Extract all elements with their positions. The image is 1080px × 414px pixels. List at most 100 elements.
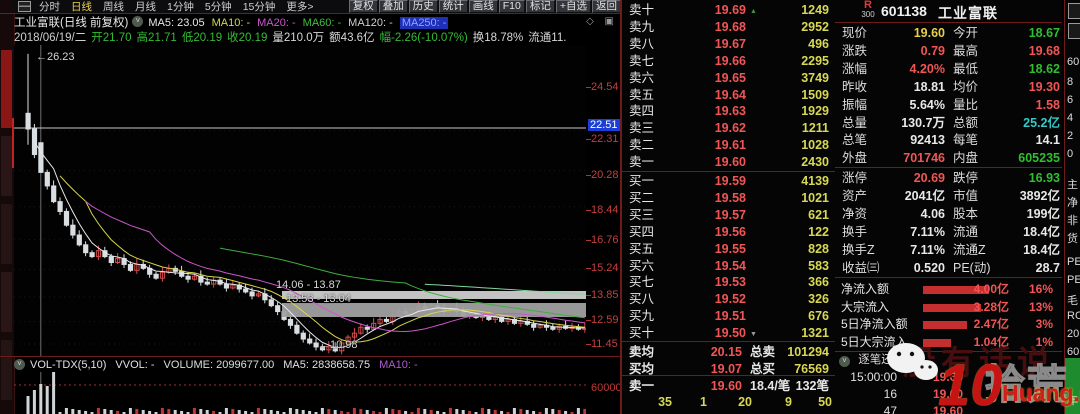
toolbar-button-2[interactable]: 叠加 xyxy=(378,0,408,13)
axis-label: 18.44 xyxy=(591,204,619,216)
tab-period-7[interactable]: 15分钟 xyxy=(242,1,276,13)
stat-label: 收益㈢ xyxy=(842,260,880,275)
stat-value: 1.58 xyxy=(1035,97,1060,112)
tab-period-4[interactable]: 月线 xyxy=(135,1,156,13)
bid-row-买十[interactable]: 买十 19.50 1321 ▼ xyxy=(622,325,835,342)
strip-tab[interactable] xyxy=(1,136,12,196)
bid-row-买八[interactable]: 买八 19.52 326 xyxy=(622,291,835,308)
axis-label: 15.24 xyxy=(591,262,619,274)
ask-row-卖十[interactable]: 卖十 19.69 1249 ▲ xyxy=(622,2,835,19)
sliver-label-12: PE xyxy=(1067,274,1080,286)
bid-row-买三[interactable]: 买三 19.57 621 xyxy=(622,207,835,224)
axis-tick xyxy=(586,268,591,269)
stat-value: 25.2亿 xyxy=(1023,115,1060,130)
stat-label: 今开 xyxy=(953,26,979,40)
axis-tick xyxy=(586,175,591,176)
stat-value: 199亿 xyxy=(1026,206,1060,221)
toolbar-button-7[interactable]: 标记 xyxy=(525,0,555,13)
sliver-button[interactable] xyxy=(1068,23,1080,39)
toolbar-button-6[interactable]: F10 xyxy=(498,0,525,13)
tick-list-header[interactable]: ˅ 逐笔还原 xyxy=(835,353,1062,368)
volume-header-seg-2: VVOL: - xyxy=(115,359,155,371)
bid-row-买六[interactable]: 买六 19.54 583 xyxy=(622,258,835,275)
toolbar-button-4[interactable]: 统计 xyxy=(438,0,468,13)
book-summary-row-2: 买均 19.07 总买 76569 xyxy=(622,361,835,378)
book-summary-divider xyxy=(622,341,835,342)
book-mid-divider xyxy=(622,171,835,172)
ask-row-卖九[interactable]: 卖九 19.68 2952 xyxy=(622,19,835,36)
bid-row-买四[interactable]: 买四 19.56 122 xyxy=(622,224,835,241)
toolbar-button-1[interactable]: 复权 xyxy=(348,0,378,13)
level-volume: 1321 xyxy=(801,326,829,341)
ask-row-卖二[interactable]: 卖二 19.61 1028 xyxy=(622,137,835,154)
ohlc-seg-5: 收20.19 xyxy=(227,32,268,43)
chart-header-icons[interactable]: ◇ ▣ xyxy=(586,16,618,27)
sliver-button[interactable] xyxy=(1068,3,1080,19)
chevron-down-icon[interactable]: ˅ xyxy=(14,358,25,370)
sliver-label-16: 60 xyxy=(1067,346,1080,358)
quote-row-净资: 净资 4.06 股本 199亿 xyxy=(835,205,1062,223)
strip-tab-active[interactable] xyxy=(1,50,12,128)
summary-label: 买均 xyxy=(629,362,655,376)
toolbar-button-3[interactable]: 历史 xyxy=(408,0,438,13)
level-label: 买四 xyxy=(629,224,655,239)
stat-label: 涨跌 xyxy=(842,43,868,58)
tab-period-2[interactable]: 日线 xyxy=(71,1,92,13)
ask-row-卖七[interactable]: 卖七 19.66 2295 xyxy=(622,53,835,70)
bid-row-买一[interactable]: 买一 19.59 4139 xyxy=(622,173,835,190)
ma-indicator-labels: MA5: 23.05 MA10: - MA20: - MA60: - MA120: - M… xyxy=(148,15,455,29)
bid-row-买七[interactable]: 买七 19.53 366 xyxy=(622,274,835,291)
tab-period-8[interactable]: 更多> xyxy=(286,1,314,13)
collapse-mark[interactable]: ▲ xyxy=(750,8,757,15)
stat-label: 换手 xyxy=(842,224,868,239)
quote-row-总笔: 总笔 92413 每笔 14.1 xyxy=(835,131,1062,149)
fund-flow-row-2: 大宗流入 3.28亿 13% xyxy=(835,299,1062,316)
chevron-down-icon[interactable]: ˅ xyxy=(839,356,850,367)
quote-panel: R 300 601138 工业富联 现价 19.60 今开 18.67 涨跌 0.79 最高… xyxy=(835,0,1062,414)
level-label: 卖二 xyxy=(629,138,655,153)
tab-period-5[interactable]: 1分钟 xyxy=(167,1,194,13)
strip-tab[interactable] xyxy=(1,272,12,332)
left-tool-strip[interactable] xyxy=(0,0,15,414)
ask-row-卖一[interactable]: 卖一 19.60 2430 xyxy=(622,154,835,171)
tab-period-3[interactable]: 周线 xyxy=(103,1,124,13)
badge-300: 300 xyxy=(861,10,875,19)
axis-label: 11.45 xyxy=(591,338,618,350)
stat-label: 最低 xyxy=(953,61,979,76)
level-price: 19.67 xyxy=(714,36,746,51)
collapse-mark[interactable]: ▼ xyxy=(750,331,757,339)
volume-chart[interactable] xyxy=(14,372,586,414)
stat-value: 4.20% xyxy=(909,61,945,76)
bid-row-买五[interactable]: 买五 19.55 828 xyxy=(622,241,835,258)
ask-row-卖四[interactable]: 卖四 19.63 1929 xyxy=(622,103,835,120)
quote-header[interactable]: R 300 601138 工业富联 xyxy=(835,0,1062,22)
strip-tab[interactable] xyxy=(1,340,12,400)
toolbar-button-9[interactable]: 返回 xyxy=(592,0,621,13)
bid-row-买九[interactable]: 买九 19.51 676 xyxy=(622,308,835,325)
level-price: 19.68 xyxy=(714,19,746,34)
volume-canvas[interactable] xyxy=(14,372,586,414)
strip-tab[interactable] xyxy=(1,204,12,264)
ask-row-卖三[interactable]: 卖三 19.62 1211 xyxy=(622,120,835,137)
sliver-label-10: 货 xyxy=(1067,233,1078,245)
flow-value: 1.04亿 xyxy=(973,334,1009,349)
footer-number-3: 20 xyxy=(738,395,752,409)
window-list-icon[interactable] xyxy=(18,1,31,12)
tab-period-1[interactable]: 分时 xyxy=(39,1,60,13)
level-volume: 496 xyxy=(808,36,829,51)
chart-canvas[interactable] xyxy=(14,45,586,356)
candlestick-chart[interactable]: ←26.23 14.06 - 13.87 13.53 - 13.04 ←10.98 xyxy=(14,45,586,356)
bid-row-买二[interactable]: 买二 19.58 1021 xyxy=(622,190,835,207)
ask-row-卖六[interactable]: 卖六 19.65 3749 xyxy=(622,70,835,87)
ask-row-卖五[interactable]: 卖五 19.64 1509 xyxy=(622,87,835,104)
ohlc-seg-3: 高21.71 xyxy=(136,32,177,43)
chevron-down-icon[interactable]: ˅ xyxy=(132,16,144,27)
toolbar-button-5[interactable]: 画线 xyxy=(468,0,498,13)
toolbar-button-8[interactable]: +自选 xyxy=(555,0,591,13)
summary-value: 76569 xyxy=(794,362,829,376)
stat-label: 量比 xyxy=(953,97,979,112)
book-summary-row-1: 卖均 20.15 总卖 101294 xyxy=(622,344,835,361)
tab-period-6[interactable]: 5分钟 xyxy=(204,1,232,13)
stat-value: 7.11% xyxy=(910,242,945,257)
ask-row-卖八[interactable]: 卖八 19.67 496 xyxy=(622,36,835,53)
